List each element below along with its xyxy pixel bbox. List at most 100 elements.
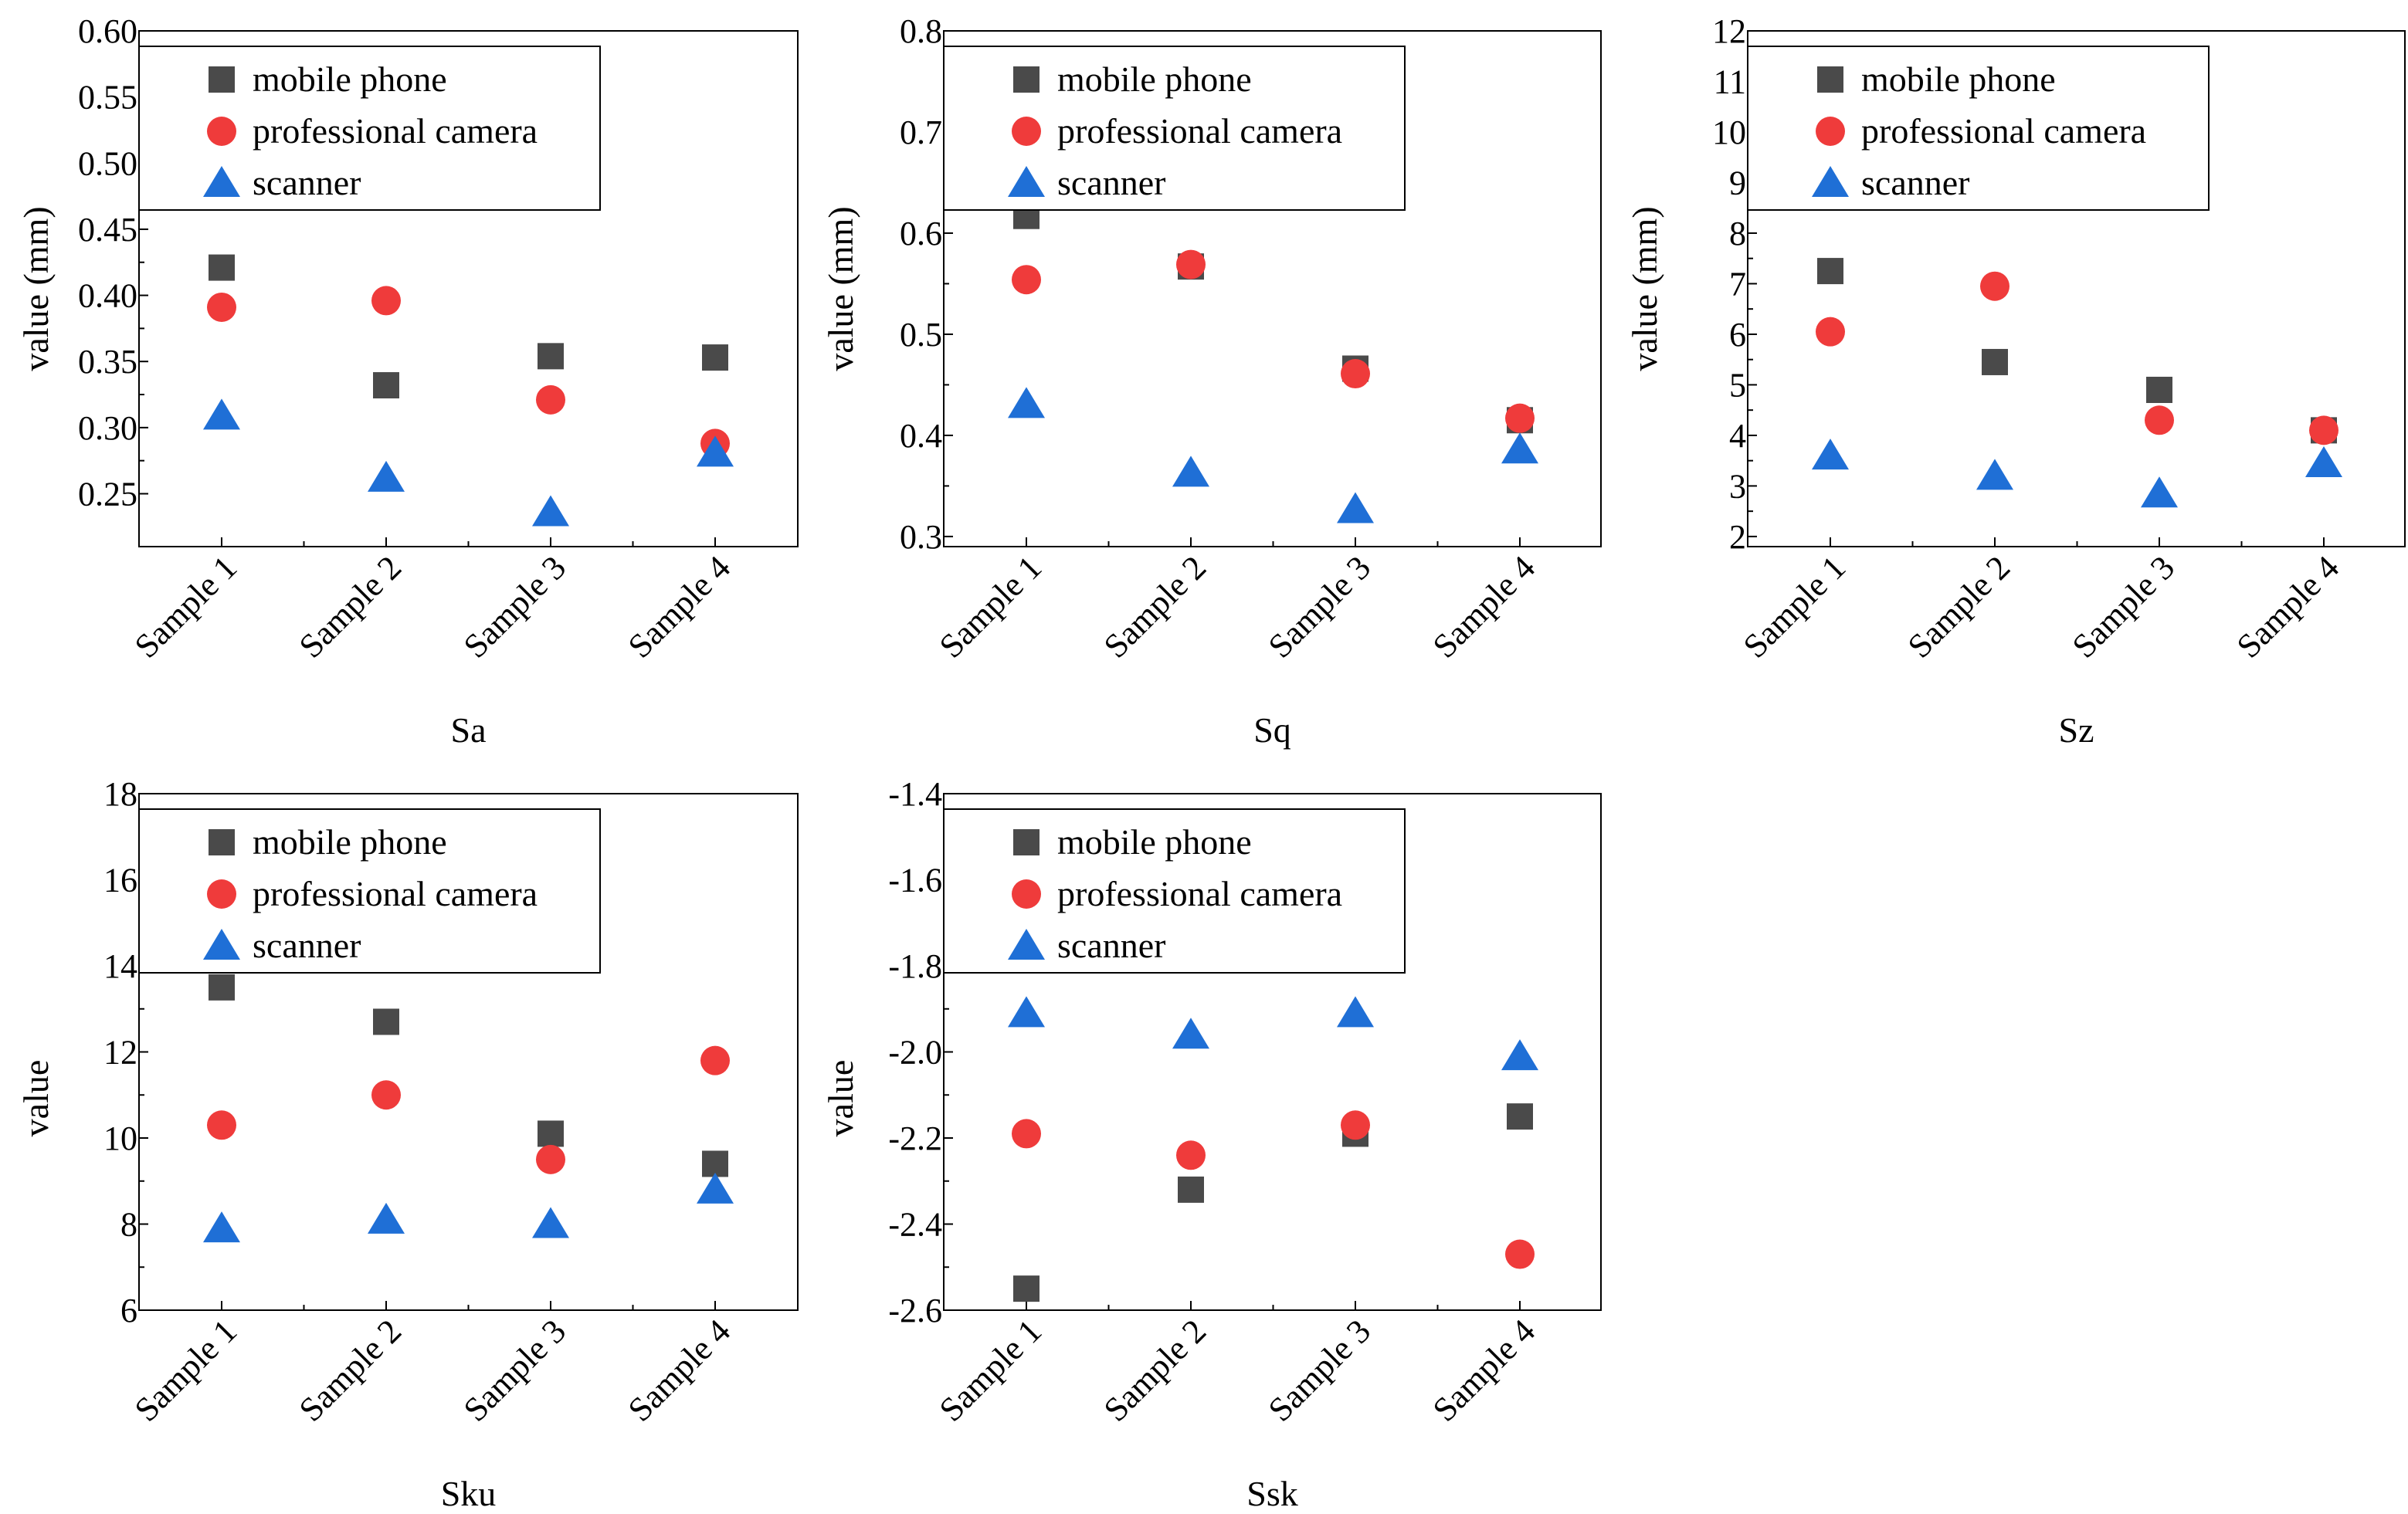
data-point <box>203 398 240 430</box>
legend-marker <box>203 929 240 960</box>
y-tick-label: 0.40 <box>78 277 137 315</box>
data-point <box>702 344 728 371</box>
data-point <box>1337 492 1374 523</box>
y-tick-label: -1.4 <box>888 775 942 813</box>
y-tick-label: 0.4 <box>900 417 942 455</box>
y-tick-label: -2.4 <box>888 1206 942 1244</box>
data-point <box>1176 1140 1206 1170</box>
data-point <box>536 384 565 415</box>
x-category-label: Sample 3 <box>456 548 573 665</box>
data-point <box>371 286 401 316</box>
data-point <box>1982 348 2008 375</box>
data-point <box>1816 317 1845 347</box>
data-point <box>1976 459 2013 490</box>
legend-marker <box>1812 166 1849 197</box>
legend-label: mobile phone <box>1057 822 1252 862</box>
data-point <box>532 1207 569 1238</box>
legend-label: mobile phone <box>1861 59 2056 99</box>
legend-marker <box>1012 879 1041 909</box>
x-category-label: Sample 4 <box>1426 548 1542 665</box>
data-point <box>697 1172 734 1204</box>
data-point <box>1812 439 1849 470</box>
x-category-label: Sample 3 <box>1261 548 1378 665</box>
x-category-label: Sample 2 <box>1097 548 1213 665</box>
y-tick-label: 0.7 <box>900 113 942 151</box>
data-point <box>1501 432 1538 464</box>
y-tick-label: 6 <box>1729 316 1746 354</box>
x-category-label: Sample 1 <box>127 1312 244 1428</box>
y-tick-label: 0.60 <box>78 12 137 50</box>
x-category-label: Sample 2 <box>1097 1312 1213 1428</box>
chart-panel-sz: 2 3 4 5 6 7 8 9 10 11 12 Sample 1 Sample 2 Sample 3 Sa… <box>1625 12 2406 750</box>
y-axis-title: value (mm) <box>821 206 860 371</box>
y-axis-title: value <box>821 1060 860 1137</box>
data-point <box>2146 376 2172 403</box>
y-tick-label: 0.35 <box>78 343 137 381</box>
y-tick-label: 0.55 <box>78 79 137 117</box>
y-tick-label: 7 <box>1729 265 1746 303</box>
legend-label: scanner <box>253 163 361 202</box>
legend-marker <box>1816 117 1845 146</box>
y-tick-label: 3 <box>1729 467 1746 505</box>
legend: mobile phone professional camera scanner <box>943 808 1406 974</box>
data-point <box>1507 1103 1533 1130</box>
data-point <box>700 1045 730 1075</box>
legend-marker <box>209 66 235 93</box>
y-axis-title: value (mm) <box>1625 206 1664 371</box>
data-point <box>1172 1018 1209 1049</box>
y-tick-label: 9 <box>1729 164 1746 202</box>
y-tick-label: 8 <box>120 1206 137 1244</box>
legend-marker <box>1013 829 1040 855</box>
legend: mobile phone professional camera scanner <box>943 46 1406 211</box>
y-tick-label: 12 <box>1712 12 1746 50</box>
x-category-label: Sample 4 <box>1426 1312 1542 1428</box>
series-scanner <box>1812 439 2342 508</box>
x-category-label: Sample 2 <box>292 548 409 665</box>
series-mobile-phone <box>1013 202 1533 434</box>
x-axis-title: Sku <box>441 1474 497 1513</box>
legend: mobile phone professional camera scanner <box>138 46 601 211</box>
series-professional-camera <box>1012 1110 1535 1269</box>
legend-label: mobile phone <box>253 59 447 99</box>
legend: mobile phone professional camera scanner <box>138 808 601 974</box>
legend-label: professional camera <box>253 874 538 913</box>
chart-panel-sa: 0.25 0.30 0.35 0.40 0.45 0.50 0.55 0.60 Sample 1… <box>16 12 799 750</box>
series-professional-camera <box>207 1045 730 1174</box>
y-tick-label: -2.2 <box>888 1119 942 1157</box>
data-point <box>1012 1119 1041 1149</box>
data-point <box>532 495 569 527</box>
x-category-label: Sample 1 <box>127 548 244 665</box>
data-point <box>1008 387 1045 418</box>
legend-label: scanner <box>1861 163 1969 202</box>
data-point <box>538 343 564 370</box>
y-axis-title: value <box>16 1060 56 1137</box>
y-tick-label: -1.8 <box>888 947 942 985</box>
x-category-label: Sample 3 <box>1261 1312 1378 1428</box>
legend: mobile phone professional camera scanner <box>1747 46 2210 211</box>
data-point <box>1980 271 2009 301</box>
legend-label: scanner <box>253 926 361 965</box>
x-category-label: Sample 1 <box>932 1312 1049 1428</box>
series-professional-camera <box>1012 249 1535 433</box>
data-point <box>373 372 399 399</box>
series-scanner <box>203 1172 734 1243</box>
data-point <box>1176 249 1206 279</box>
legend-marker <box>1012 117 1041 146</box>
legend-label: scanner <box>1057 926 1165 965</box>
data-point <box>209 254 235 281</box>
x-axis-title: Sa <box>451 710 487 750</box>
y-tick-label: 14 <box>103 947 137 985</box>
y-tick-label: 16 <box>103 862 137 899</box>
legend-label: professional camera <box>1057 111 1342 151</box>
series-mobile-phone <box>1013 1103 1533 1302</box>
data-point <box>207 292 236 322</box>
series-mobile-phone <box>209 974 728 1177</box>
legend-marker <box>203 166 240 197</box>
data-point <box>1341 1110 1370 1140</box>
chart-panel-ssk: -2.6 -2.4 -2.2 -2.0 -1.8 -1.6 -1.4 Sample 1 Samp… <box>821 775 1602 1513</box>
data-point <box>209 974 235 1001</box>
legend-marker <box>1008 929 1045 960</box>
data-point <box>1012 265 1041 295</box>
y-tick-label: -2.6 <box>888 1292 942 1329</box>
legend-marker <box>1008 166 1045 197</box>
